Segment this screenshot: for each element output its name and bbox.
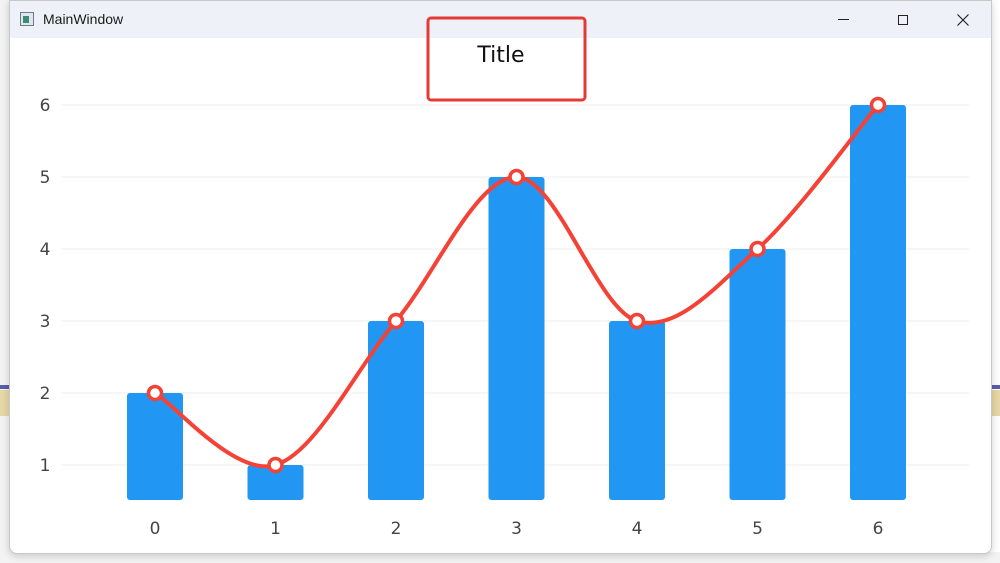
app-window-icon [20, 12, 34, 26]
x-tick-label: 0 [150, 519, 161, 539]
bar[interactable] [850, 105, 906, 500]
x-axis-ticks: 0 1 2 3 4 5 6 [150, 519, 884, 539]
minimize-icon [837, 19, 849, 20]
line-points [146, 96, 887, 474]
y-tick-label: 4 [40, 240, 51, 260]
line-point[interactable] [508, 168, 525, 186]
title-highlight-box [426, 16, 587, 102]
maximize-button[interactable] [880, 1, 926, 38]
close-button[interactable] [940, 1, 986, 38]
x-tick-label: 4 [632, 519, 643, 539]
background-strip [990, 390, 1000, 416]
chart-title: Title [476, 43, 524, 68]
line-point[interactable] [749, 240, 766, 258]
window-title: MainWindow [43, 11, 124, 27]
main-window: MainWindow 1 2 3 4 5 6 0 1 2 3 4 5 6 Title [9, 0, 992, 554]
x-tick-label: 2 [391, 519, 402, 539]
chart: 1 2 3 4 5 6 0 1 2 3 4 5 6 Title [40, 16, 969, 539]
bar[interactable] [127, 393, 183, 500]
y-axis-ticks: 1 2 3 4 5 6 [40, 96, 51, 476]
line-point[interactable] [628, 312, 646, 330]
maximize-icon [898, 14, 908, 25]
line-point[interactable] [146, 384, 164, 402]
line-point[interactable] [387, 312, 405, 330]
y-tick-label: 2 [40, 384, 51, 404]
close-icon [957, 13, 969, 26]
y-tick-label: 6 [40, 96, 51, 116]
background-bottom [0, 552, 1000, 563]
bar[interactable] [247, 465, 304, 500]
minimize-button[interactable] [820, 1, 866, 38]
x-tick-label: 6 [873, 519, 884, 539]
y-tick-label: 1 [40, 456, 51, 476]
bar[interactable] [488, 177, 545, 500]
line-point[interactable] [267, 456, 284, 474]
background-strip [990, 385, 1000, 389]
background-strip [0, 385, 14, 389]
x-tick-label: 5 [752, 519, 763, 539]
y-tick-label: 3 [40, 312, 51, 332]
x-tick-label: 1 [270, 519, 281, 539]
bar-series [127, 105, 906, 500]
bar[interactable] [368, 321, 424, 500]
x-tick-label: 3 [511, 519, 522, 539]
bar[interactable] [729, 249, 786, 500]
y-tick-label: 5 [40, 168, 51, 188]
line-point[interactable] [869, 96, 887, 114]
bar[interactable] [609, 321, 665, 500]
